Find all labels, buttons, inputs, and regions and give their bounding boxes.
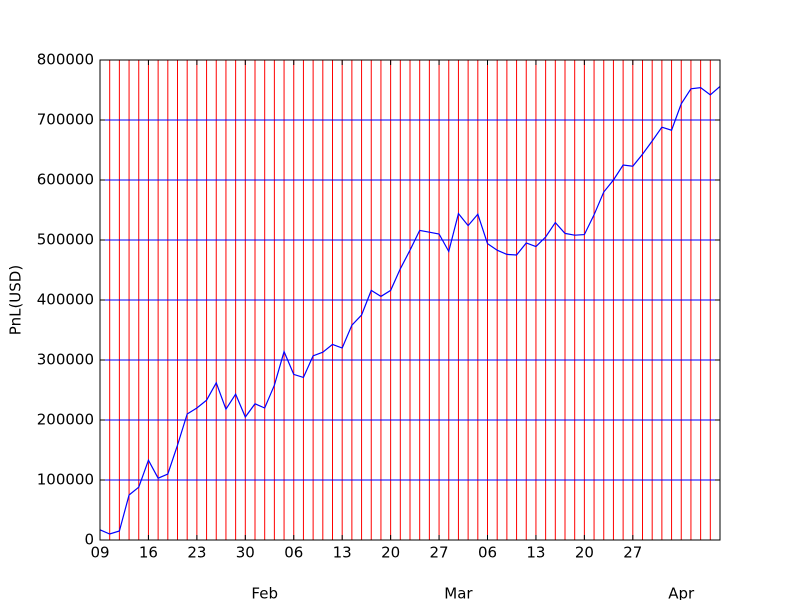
x-tick-label: 27: [430, 544, 449, 562]
x-tick-label: 13: [333, 544, 352, 562]
x-tick-label: 06: [478, 544, 497, 562]
axes-frame: [99, 59, 721, 541]
x-tick-label: 06: [284, 544, 303, 562]
x-month-label: Mar: [444, 585, 473, 600]
y-tick-label: 200000: [37, 411, 94, 429]
y-tick-label: 500000: [37, 231, 94, 249]
y-tick-label: 600000: [37, 171, 94, 189]
x-tick-label: 23: [187, 544, 206, 562]
y-tick-label: 300000: [37, 351, 94, 369]
x-month-label: Apr: [668, 585, 695, 600]
x-tick-label: 30: [236, 544, 255, 562]
x-tick-label: 16: [139, 544, 158, 562]
x-month-label: Feb: [251, 585, 278, 600]
y-tick-label: 100000: [37, 471, 94, 489]
x-tick-label: 13: [526, 544, 545, 562]
y-tick-label: 800000: [37, 51, 94, 69]
line: [99, 85, 721, 535]
y-tick-label: 700000: [37, 111, 94, 129]
y-tick-label: 0: [84, 531, 94, 549]
y-tick-label: 400000: [37, 291, 94, 309]
x-tick-label: 27: [623, 544, 642, 562]
x-tick-label: 09: [90, 544, 109, 562]
y-axis-label: PnL(USD): [7, 265, 25, 335]
x-tick-label: 20: [575, 544, 594, 562]
x-tick-label: 20: [381, 544, 400, 562]
